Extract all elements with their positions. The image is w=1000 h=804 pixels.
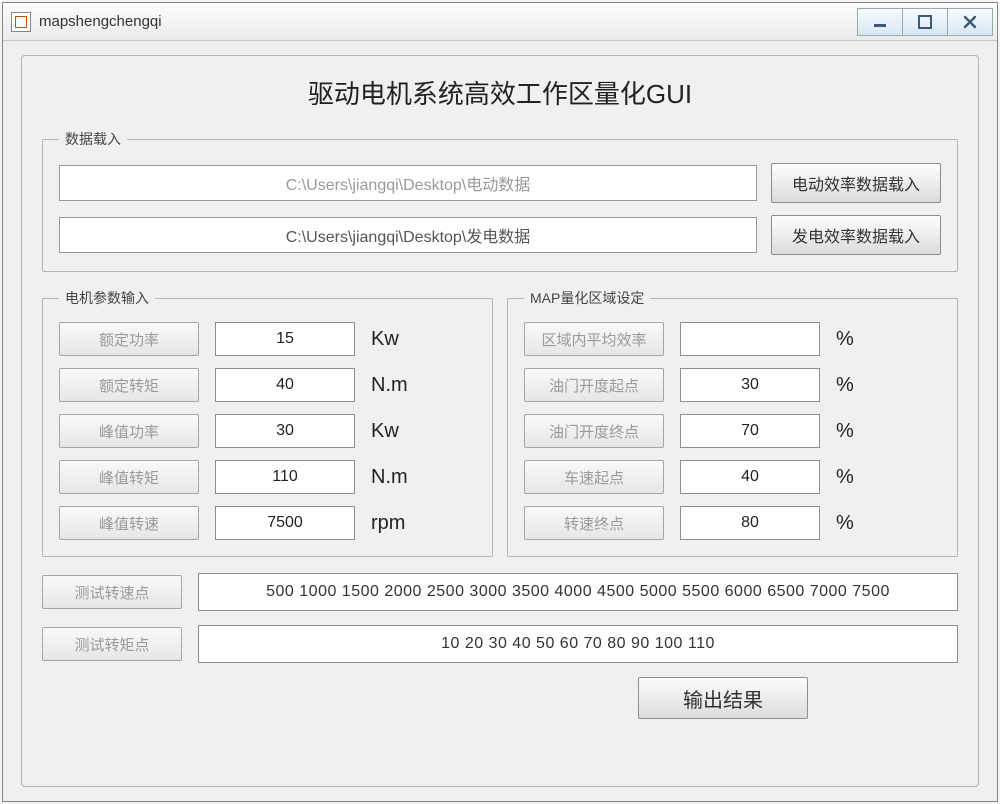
rated-torque-input[interactable] (215, 368, 355, 402)
load-motor-data-button[interactable]: 电动效率数据载入 (771, 163, 941, 203)
param-row-rated-power: 额定功率 Kw (59, 322, 476, 356)
titlebar[interactable]: mapshengchengqi (3, 3, 997, 41)
speed-start-input[interactable] (680, 460, 820, 494)
param-label: 峰值转矩 (59, 460, 199, 494)
param-row-avg-eff: 区域内平均效率 % (524, 322, 941, 356)
window-buttons (858, 8, 993, 36)
close-button[interactable] (947, 8, 993, 36)
throttle-end-input[interactable] (680, 414, 820, 448)
param-label: 额定转矩 (59, 368, 199, 402)
param-row-peak-torque: 峰值转矩 N.m (59, 460, 476, 494)
motor-params-legend: 电机参数输入 (59, 288, 155, 308)
load-generator-data-button[interactable]: 发电效率数据载入 (771, 215, 941, 255)
param-label: 车速起点 (524, 460, 664, 494)
param-label: 峰值功率 (59, 414, 199, 448)
param-label: 区域内平均效率 (524, 322, 664, 356)
app-window: mapshengchengqi 驱动电机系统高效工作区量化GUI 数据载入 C:… (2, 2, 998, 802)
param-label: 峰值转速 (59, 506, 199, 540)
param-label: 额定功率 (59, 322, 199, 356)
param-row-peak-speed: 峰值转速 rpm (59, 506, 476, 540)
param-unit: N.m (371, 466, 431, 489)
data-load-group: 数据载入 C:\Users\jiangqi\Desktop\电动数据 电动效率数… (42, 129, 958, 272)
test-speed-values[interactable]: 500 1000 1500 2000 2500 3000 3500 4000 4… (198, 573, 958, 611)
rated-power-input[interactable] (215, 322, 355, 356)
test-torque-label: 测试转矩点 (42, 627, 182, 661)
param-unit: N.m (371, 374, 431, 397)
test-points-section: 测试转速点 500 1000 1500 2000 2500 3000 3500 … (42, 573, 958, 663)
data-load-legend: 数据载入 (59, 129, 127, 149)
param-unit: % (836, 420, 896, 443)
map-region-group: MAP量化区域设定 区域内平均效率 % 油门开度起点 % 油门开度终点 (507, 288, 958, 557)
param-unit: % (836, 512, 896, 535)
throttle-start-input[interactable] (680, 368, 820, 402)
param-unit: rpm (371, 512, 431, 535)
motor-data-path: C:\Users\jiangqi\Desktop\电动数据 (59, 165, 757, 201)
rpm-end-input[interactable] (680, 506, 820, 540)
param-row-peak-power: 峰值功率 Kw (59, 414, 476, 448)
motor-params-group: 电机参数输入 额定功率 Kw 额定转矩 N.m 峰值功率 Kw (42, 288, 493, 557)
map-region-legend: MAP量化区域设定 (524, 288, 650, 308)
param-unit: Kw (371, 328, 431, 351)
minimize-button[interactable] (857, 8, 903, 36)
test-speed-label: 测试转速点 (42, 575, 182, 609)
param-label: 油门开度起点 (524, 368, 664, 402)
peak-torque-input[interactable] (215, 460, 355, 494)
output-result-button[interactable]: 输出结果 (638, 677, 808, 719)
app-icon (11, 12, 31, 32)
avg-efficiency-input[interactable] (680, 322, 820, 356)
param-row-speed-start: 车速起点 % (524, 460, 941, 494)
param-label: 转速终点 (524, 506, 664, 540)
param-row-rpm-end: 转速终点 % (524, 506, 941, 540)
maximize-button[interactable] (902, 8, 948, 36)
peak-speed-input[interactable] (215, 506, 355, 540)
generator-data-path: C:\Users\jiangqi\Desktop\发电数据 (59, 217, 757, 253)
test-torque-values[interactable]: 10 20 30 40 50 60 70 80 90 100 110 (198, 625, 958, 663)
window-title: mapshengchengqi (39, 13, 858, 30)
param-row-throttle-start: 油门开度起点 % (524, 368, 941, 402)
param-row-rated-torque: 额定转矩 N.m (59, 368, 476, 402)
main-panel: 驱动电机系统高效工作区量化GUI 数据载入 C:\Users\jiangqi\D… (21, 55, 979, 787)
param-unit: Kw (371, 420, 431, 443)
param-unit: % (836, 374, 896, 397)
client-area: 驱动电机系统高效工作区量化GUI 数据载入 C:\Users\jiangqi\D… (3, 41, 997, 801)
param-row-throttle-end: 油门开度终点 % (524, 414, 941, 448)
param-label: 油门开度终点 (524, 414, 664, 448)
param-unit: % (836, 466, 896, 489)
peak-power-input[interactable] (215, 414, 355, 448)
page-title: 驱动电机系统高效工作区量化GUI (42, 74, 958, 111)
param-unit: % (836, 328, 896, 351)
